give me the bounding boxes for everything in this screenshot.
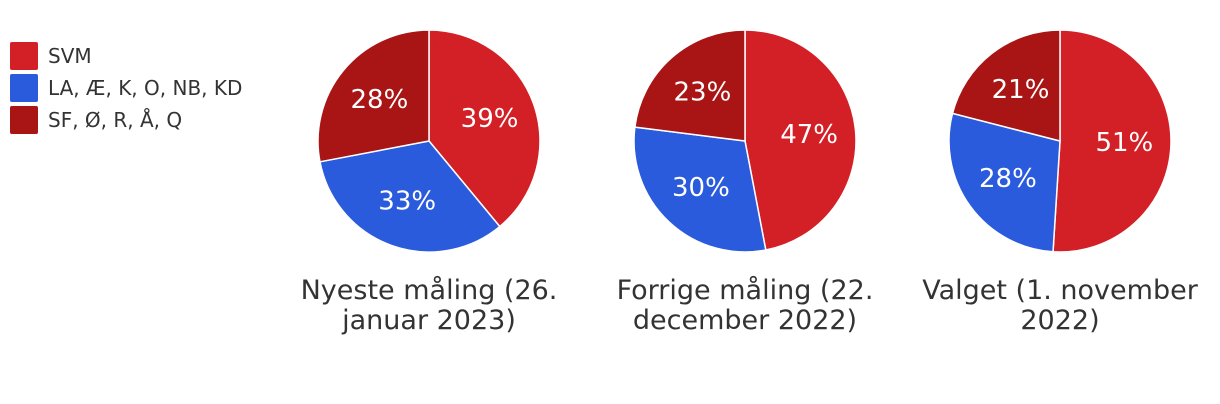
pie-label-previous-poll-blue-bloc: 30%: [672, 173, 730, 203]
legend-swatch-svm: [10, 42, 38, 70]
pie-label-latest-poll-svm: 39%: [461, 104, 519, 134]
legend-label-blue-bloc: LA, Æ, K, O, NB, KD: [48, 76, 243, 100]
pie-label-election-red-bloc: 21%: [992, 75, 1050, 105]
legend-item-blue-bloc: LA, Æ, K, O, NB, KD: [10, 72, 242, 104]
pie-label-election-blue-bloc: 28%: [979, 164, 1037, 194]
pie-slice-previous-poll-red-bloc: [634, 29, 746, 142]
legend-swatch-red-bloc: [10, 106, 38, 134]
legend-item-red-bloc: SF, Ø, R, Å, Q: [10, 104, 242, 136]
pie-slice-previous-poll-blue-bloc: [633, 126, 767, 253]
pie-label-previous-poll-red-bloc: 23%: [674, 78, 732, 108]
pie-label-latest-poll-red-bloc: 28%: [350, 85, 408, 115]
legend-swatch-blue-bloc: [10, 74, 38, 102]
legend-label-red-bloc: SF, Ø, R, Å, Q: [48, 108, 183, 132]
legend: SVM LA, Æ, K, O, NB, KD SF, Ø, R, Å, Q: [10, 40, 242, 136]
pie-label-election-svm: 51%: [1095, 128, 1153, 158]
pie-label-latest-poll-blue-bloc: 33%: [378, 187, 436, 217]
pie-label-previous-poll-svm: 47%: [780, 120, 838, 150]
pie-slice-latest-poll-red-bloc: [317, 29, 430, 163]
pie-slice-election-svm: [1052, 29, 1172, 253]
legend-label-svm: SVM: [48, 44, 92, 68]
pie-title-previous-poll: Forrige måling (22. december 2022): [616, 275, 874, 336]
pie-title-latest-poll: Nyeste måling (26. januar 2023): [300, 275, 558, 336]
pie-slice-latest-poll-svm: [428, 29, 541, 228]
pie-slice-election-red-bloc: [951, 29, 1061, 142]
legend-item-svm: SVM: [10, 40, 242, 72]
pie-slice-previous-poll-svm: [744, 29, 857, 251]
pie-title-election: Valget (1. november 2022): [922, 275, 1198, 336]
pie-slice-latest-poll-blue-bloc: [319, 140, 501, 253]
pie-slice-election-blue-bloc: [948, 112, 1061, 253]
